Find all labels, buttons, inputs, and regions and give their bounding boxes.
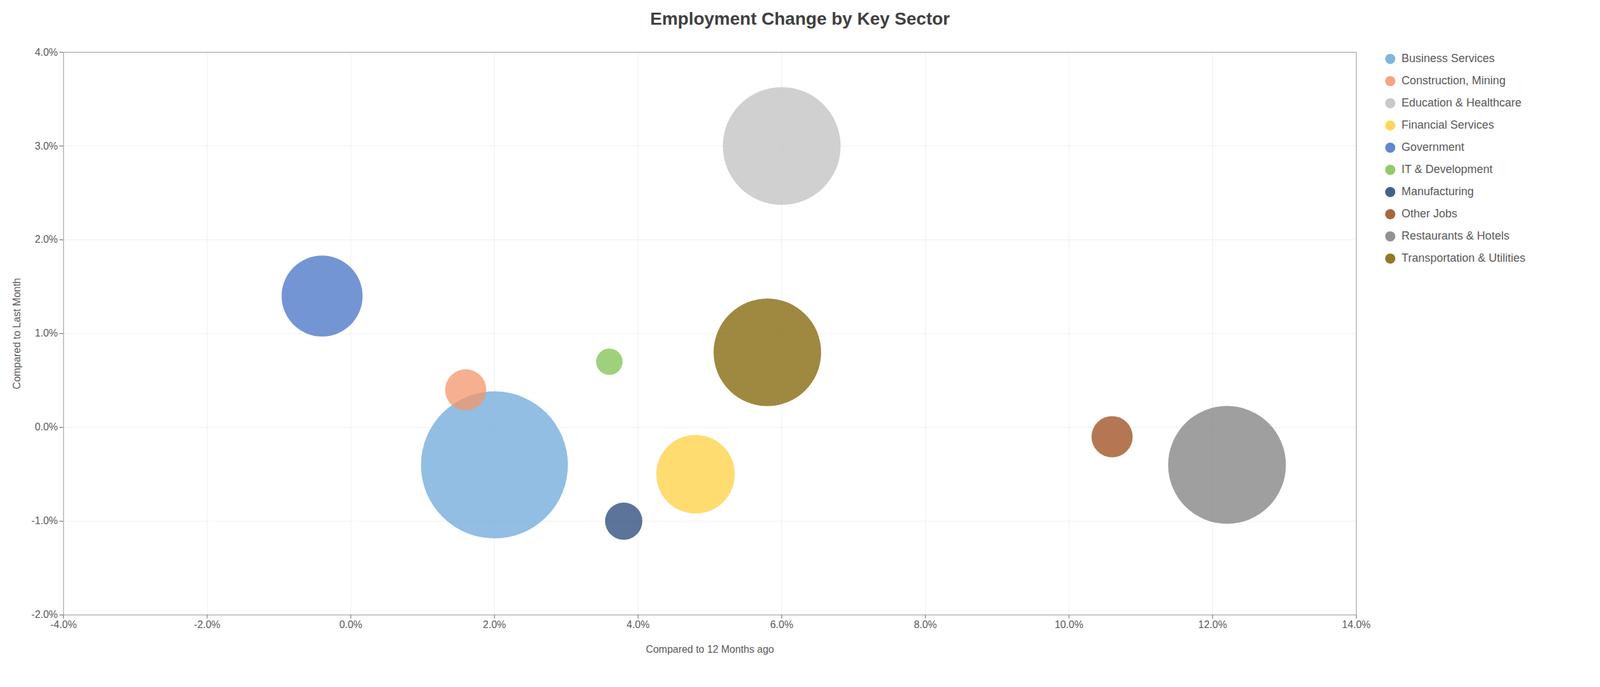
html-text:Transportation & Utilities: Transportation & Utilities — [1401, 251, 1526, 265]
svg-text:-1.0%: -1.0% — [31, 515, 59, 526]
html-text:Education & Healthcare: Education & Healthcare — [1401, 96, 1522, 109]
svg-text:2.0%: 2.0% — [482, 619, 506, 630]
svg-text:Compared to Last Month: Compared to Last Month — [11, 278, 23, 390]
html-text:Construction, Mining: Construction, Mining — [1401, 74, 1506, 87]
html-text:Other Jobs: Other Jobs — [1401, 207, 1458, 220]
svg-text:3.0%: 3.0% — [34, 140, 58, 152]
html-text:Business Services: Business Services — [1401, 51, 1495, 65]
html-text:Manufacturing: Manufacturing — [1401, 185, 1474, 198]
html-text:Restaurants & Hotels: Restaurants & Hotels — [1401, 229, 1510, 243]
svg-text:4.0%: 4.0% — [34, 46, 58, 58]
svg-text:6.0%: 6.0% — [769, 619, 793, 630]
svg-text:0.0%: 0.0% — [34, 421, 58, 433]
svg-text:0.0%: 0.0% — [339, 619, 362, 630]
svg-text:1.0%: 1.0% — [34, 327, 58, 339]
html-text:Employment Change by Key Secto: Employment Change by Key Sector — [650, 8, 950, 29]
html-text:IT & Development: IT & Development — [1401, 162, 1493, 176]
svg-text:8.0%: 8.0% — [913, 619, 937, 630]
svg-text:4.0%: 4.0% — [626, 619, 650, 630]
svg-text:2.0%: 2.0% — [34, 233, 58, 245]
svg-text:10.0%: 10.0% — [1054, 619, 1083, 630]
svg-text:-4.0%: -4.0% — [50, 619, 77, 630]
svg-text:14.0%: 14.0% — [1342, 619, 1371, 630]
html-text:Government: Government — [1401, 140, 1465, 154]
svg-text:-2.0%: -2.0% — [31, 609, 58, 620]
svg-text:12.0%: 12.0% — [1198, 619, 1227, 630]
svg-text:-2.0%: -2.0% — [193, 619, 221, 630]
svg-text:Compared to 12 Months ago: Compared to 12 Months ago — [645, 643, 774, 655]
html-text:Financial Services: Financial Services — [1401, 118, 1495, 132]
